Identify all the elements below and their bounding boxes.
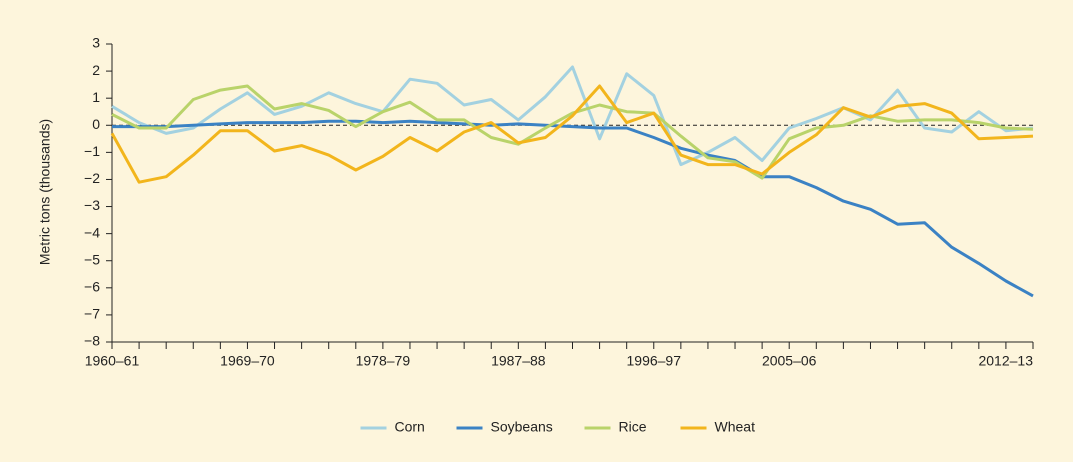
y-tick-label: −8 <box>84 333 100 349</box>
y-tick-label: −3 <box>84 197 100 213</box>
y-axis-label: Metric tons (thousands) <box>37 119 53 265</box>
y-tick-label: −1 <box>84 143 100 159</box>
x-tick-label: 1960–61 <box>85 353 140 369</box>
x-tick-label: 1987–88 <box>491 353 546 369</box>
y-tick-label: −4 <box>84 224 100 240</box>
y-tick-label: 2 <box>92 62 100 78</box>
x-tick-label: 2005–06 <box>762 353 817 369</box>
series-line <box>111 65 1034 167</box>
series-line <box>112 119 1034 298</box>
y-tick-label: 0 <box>92 116 100 132</box>
series-line <box>111 84 1034 180</box>
series-line <box>110 84 1034 184</box>
y-tick-label: −2 <box>84 170 100 186</box>
y-tick-label: 1 <box>92 89 100 105</box>
y-tick-label: −6 <box>84 279 100 295</box>
y-tick-label: 3 <box>92 35 100 51</box>
legend-label: Soybeans <box>491 419 553 435</box>
x-tick-label: 1978–79 <box>356 353 411 369</box>
y-tick-label: −5 <box>84 251 100 267</box>
x-tick-label: 2012–13 <box>978 353 1033 369</box>
legend-label: Wheat <box>715 419 756 435</box>
y-tick-label: −7 <box>84 306 100 322</box>
legend-label: Rice <box>619 419 647 435</box>
x-tick-label: 1996–97 <box>627 353 682 369</box>
legend-label: Corn <box>395 419 425 435</box>
x-tick-label: 1969–70 <box>220 353 275 369</box>
